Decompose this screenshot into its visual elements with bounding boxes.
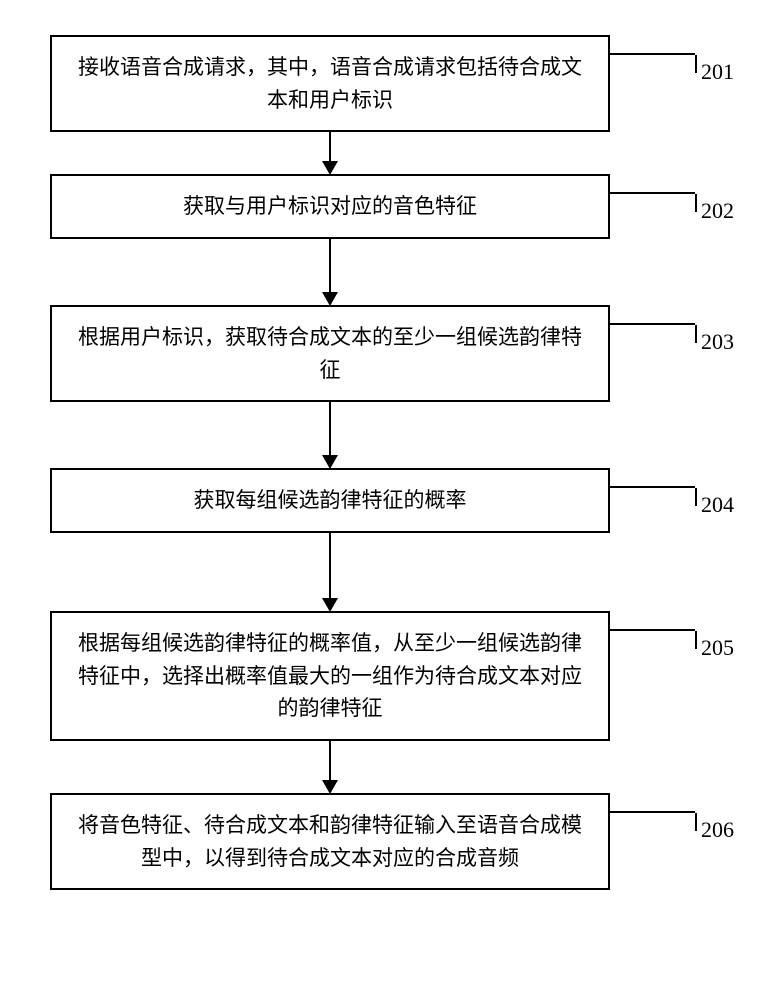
arrow-204 (50, 533, 610, 611)
arrow-201 (50, 132, 610, 174)
leader-205 (610, 629, 695, 631)
step-label-204: 204 (701, 494, 772, 516)
arrow-203 (50, 402, 610, 468)
leader-204 (610, 486, 695, 488)
step-label-202: 202 (701, 200, 772, 222)
leader-206 (610, 811, 695, 813)
step-box-202: 获取与用户标识对应的音色特征 (50, 174, 610, 239)
step-label-203: 203 (701, 331, 772, 353)
step-box-203: 根据用户标识，获取待合成文本的至少一组候选韵律特征 (50, 305, 610, 402)
step-label-205: 205 (701, 637, 772, 659)
arrow-202 (50, 239, 610, 305)
step-box-206: 将音色特征、待合成文本和韵律特征输入至语音合成模型中，以得到待合成文本对应的合成… (50, 793, 610, 890)
leader-203 (610, 323, 695, 325)
arrow-205 (50, 741, 610, 793)
leader-202 (610, 192, 695, 194)
step-label-201: 201 (701, 61, 772, 83)
step-box-201: 接收语音合成请求，其中，语音合成请求包括待合成文本和用户标识 (50, 35, 610, 132)
step-box-205: 根据每组候选韵律特征的概率值，从至少一组候选韵律特征中，选择出概率值最大的一组作… (50, 611, 610, 741)
step-box-204: 获取每组候选韵律特征的概率 (50, 468, 610, 533)
leader-201 (610, 53, 695, 55)
step-label-206: 206 (701, 819, 772, 841)
